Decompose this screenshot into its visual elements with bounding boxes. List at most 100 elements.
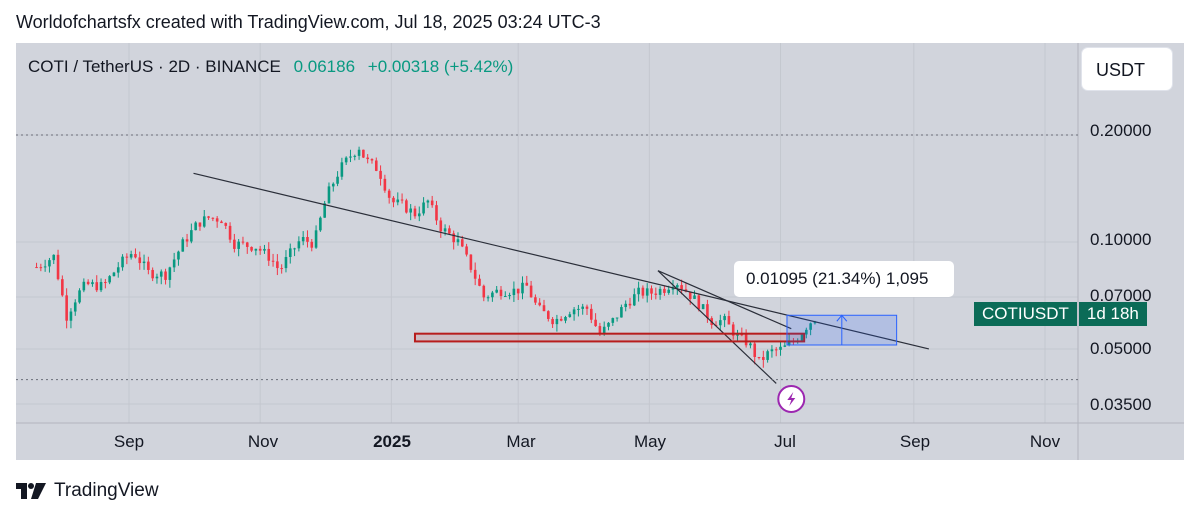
candle-down <box>250 246 253 251</box>
candle-down <box>697 295 701 310</box>
x-tick-label: Sep <box>899 432 931 451</box>
candle-up <box>637 287 640 295</box>
candle-down <box>706 304 709 319</box>
symbol-legend[interactable]: COTI / TetherUS · 2D · BINANCE 0.06186 +… <box>28 57 513 77</box>
candle-up <box>607 322 610 327</box>
candle-up <box>611 318 615 323</box>
candle-down <box>542 305 546 312</box>
candle-up <box>129 254 133 258</box>
candle-up <box>633 294 636 306</box>
candle-up <box>581 306 584 309</box>
candle-up <box>349 156 352 158</box>
candle-down <box>405 200 408 213</box>
candle-down <box>383 178 387 191</box>
candle-down <box>400 199 404 201</box>
candle-up <box>770 349 774 352</box>
candle-down <box>374 160 378 171</box>
currency-button[interactable]: USDT <box>1082 48 1172 90</box>
candle-down <box>39 267 43 269</box>
candle-up <box>284 257 288 269</box>
candle-down <box>241 241 245 243</box>
attribution-header: Worldofchartsfx created with TradingView… <box>16 12 601 32</box>
candle-down <box>151 269 154 279</box>
candle-down <box>439 220 443 232</box>
candle-up <box>353 155 357 157</box>
candle-up <box>357 149 361 156</box>
candle-up <box>121 256 124 268</box>
candle-up <box>159 271 163 277</box>
candle-up <box>676 285 679 288</box>
candle-down <box>379 170 382 179</box>
candle-down <box>95 282 99 291</box>
candle-up <box>396 199 400 203</box>
candle-down <box>134 254 137 258</box>
ticker-tag: COTIUSDT 1d 18h <box>974 302 1147 326</box>
candle-down <box>104 282 107 284</box>
candle-up <box>719 320 722 326</box>
candle-down <box>86 281 90 285</box>
lightning-icon <box>787 392 796 406</box>
candle-down <box>392 197 395 203</box>
candle-up <box>787 341 791 346</box>
candle-down <box>465 246 468 255</box>
candle-up <box>172 259 176 268</box>
candle-up <box>749 343 752 346</box>
candle-down <box>258 248 262 251</box>
tradingview-logo-icon <box>16 483 46 499</box>
candle-up <box>766 351 769 360</box>
candle-up <box>779 346 782 350</box>
candle-up <box>177 251 180 260</box>
candle-up <box>456 239 460 243</box>
candle-down <box>233 239 236 249</box>
candle-down <box>585 306 589 309</box>
candle-up <box>671 287 675 290</box>
candle-down <box>516 288 520 294</box>
candle-up <box>112 272 116 277</box>
candle-up <box>508 295 511 297</box>
y-tick-label: 0.20000 <box>1090 121 1152 140</box>
candle-up <box>336 176 339 184</box>
price-change: +0.00318 (+5.42%) <box>367 57 514 76</box>
candle-down <box>310 241 314 248</box>
candle-up <box>620 307 623 318</box>
candle-down <box>663 288 666 293</box>
candle-down <box>478 278 481 286</box>
candle-down <box>744 334 748 346</box>
candle-down <box>215 218 219 222</box>
chart-pane[interactable]: COTI / TetherUS · 2D · BINANCE 0.06186 +… <box>16 43 1184 460</box>
candle-down <box>387 190 391 198</box>
candle-down <box>61 279 64 296</box>
candle-down <box>534 297 537 303</box>
candle-up <box>99 282 103 291</box>
ticker-name: COTIUSDT <box>974 302 1077 326</box>
candle-down <box>762 357 765 360</box>
candle-up <box>443 228 447 232</box>
price-chart[interactable] <box>16 43 1184 460</box>
candle-down <box>654 293 658 295</box>
candle-down <box>598 326 602 335</box>
candle-down <box>276 261 279 269</box>
candle-down <box>125 256 129 258</box>
candle-down <box>551 318 554 325</box>
candle-down <box>590 308 593 320</box>
candle-down <box>228 225 232 240</box>
candle-up <box>495 289 498 293</box>
candle-up <box>521 282 524 294</box>
candle-down <box>473 269 477 279</box>
candle-up <box>805 329 808 335</box>
candle-up <box>693 295 696 299</box>
footer-brand-name: TradingView <box>54 480 159 501</box>
candle-up <box>564 316 567 321</box>
candle-down <box>460 239 464 247</box>
candle-up <box>202 216 206 227</box>
candle-up <box>263 248 266 251</box>
measure-label: 0.01095 (21.34%) 1,095 <box>734 261 954 297</box>
x-tick-label: Jul <box>774 432 796 451</box>
candle-down <box>727 316 731 325</box>
candle-down <box>650 288 653 294</box>
candle-down <box>35 267 38 269</box>
x-tick-label: Nov <box>1029 432 1061 451</box>
footer-brand[interactable]: TradingView <box>16 480 159 502</box>
candle-up <box>319 217 322 231</box>
candle-down <box>56 254 60 280</box>
